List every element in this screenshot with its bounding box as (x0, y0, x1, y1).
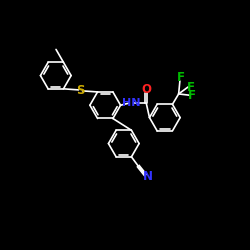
Text: F: F (188, 89, 196, 102)
Text: F: F (177, 71, 185, 84)
Text: F: F (186, 80, 194, 94)
Text: S: S (76, 84, 85, 97)
Text: HN: HN (122, 98, 140, 108)
Text: N: N (143, 170, 153, 182)
Text: O: O (141, 83, 151, 96)
